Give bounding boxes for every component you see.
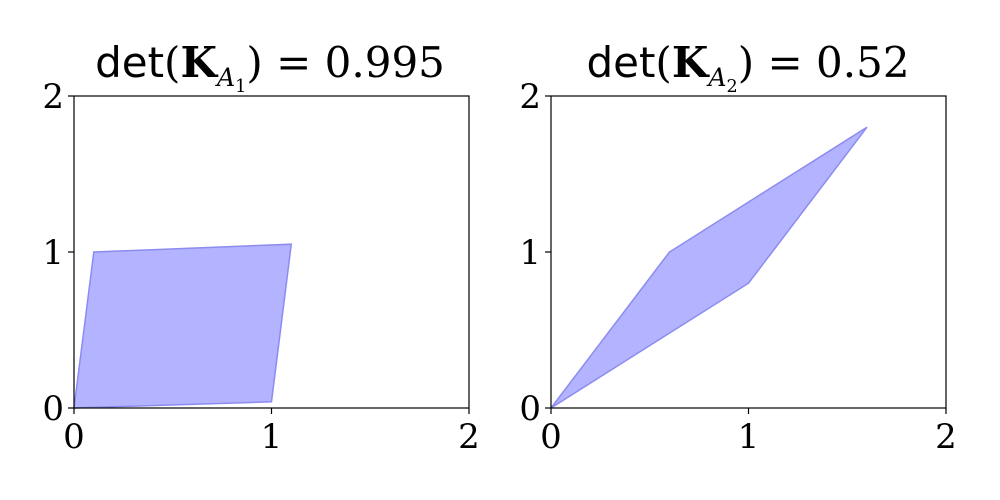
x-tick-label: 0	[540, 417, 562, 457]
x-tick-label: 1	[738, 417, 760, 457]
y-tick-label: 2	[42, 77, 64, 117]
y-tick-label: 1	[519, 233, 541, 273]
title-sub-index: 1	[235, 77, 247, 98]
title-matrix: K	[671, 38, 709, 87]
x-tick-label: 2	[935, 417, 957, 457]
title-op: det	[586, 38, 656, 87]
title-sub-letter: A	[708, 63, 727, 93]
y-tick-label: 1	[42, 233, 64, 273]
y-tick-label: 0	[42, 389, 64, 429]
x-tick-label: 1	[261, 417, 283, 457]
filled-region	[73, 243, 293, 409]
title-sub-letter: A	[216, 63, 236, 93]
chart-title-1: det(KA1) = 0.995	[95, 38, 445, 98]
x-tick-label: 0	[63, 417, 85, 457]
chart-2: 0 1 2 0 1 2	[519, 77, 956, 457]
title-op: det	[95, 38, 165, 87]
chart-title-2: det(KA2) = 0.52	[586, 38, 910, 98]
filled-region	[550, 126, 868, 409]
y-tick-label: 2	[519, 77, 541, 117]
title-value: 0.52	[816, 38, 910, 87]
x-tick-label: 2	[458, 417, 480, 457]
title-sub-index: 2	[726, 77, 738, 98]
title-value: 0.995	[324, 38, 445, 87]
y-tick-label: 0	[519, 389, 541, 429]
chart-1: 0 1 2 0 1 2	[42, 77, 479, 457]
title-matrix: K	[180, 38, 217, 87]
